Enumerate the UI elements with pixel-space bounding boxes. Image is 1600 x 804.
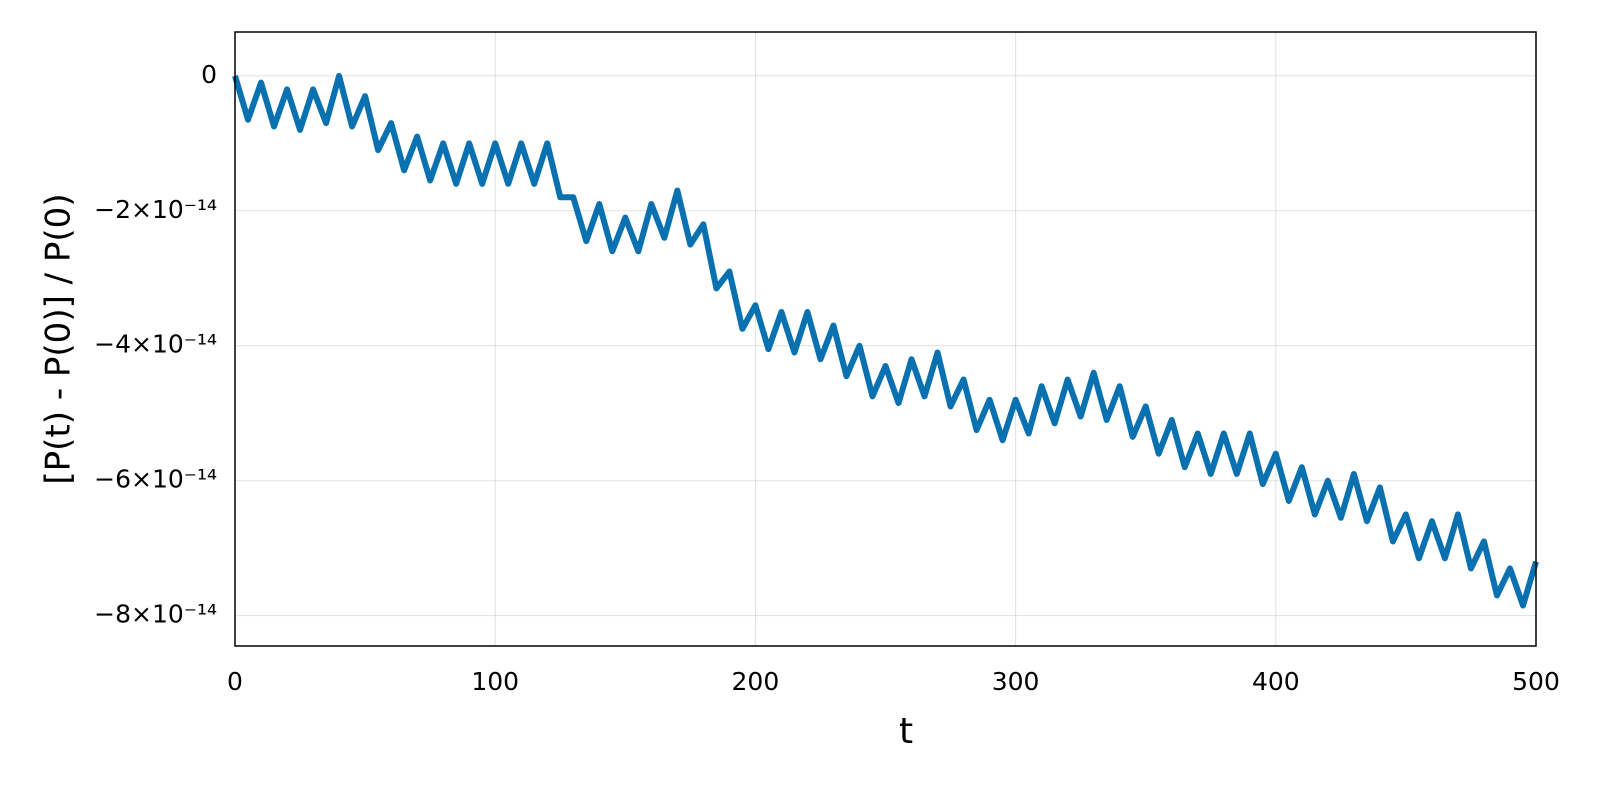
x-tick-label: 300 <box>992 667 1040 696</box>
x-tick-label: 500 <box>1512 667 1560 696</box>
y-tick-label: −2×10⁻¹⁴ <box>94 195 217 224</box>
x-tick-label: 400 <box>1252 667 1300 696</box>
x-tick-label: 100 <box>471 667 519 696</box>
y-axis-label: [P(t) - P(0)] / P(0) <box>39 193 79 484</box>
x-tick-label: 0 <box>227 667 243 696</box>
x-axis-label: t <box>899 711 913 752</box>
y-tick-label: −6×10⁻¹⁴ <box>94 465 217 494</box>
y-tick-label: −4×10⁻¹⁴ <box>94 330 217 359</box>
data-line <box>232 72 1539 609</box>
y-tick-label: 0 <box>201 60 217 89</box>
plot-frame <box>234 31 1537 647</box>
y-tick-label: −8×10⁻¹⁴ <box>94 600 217 629</box>
x-tick-label: 200 <box>732 667 780 696</box>
